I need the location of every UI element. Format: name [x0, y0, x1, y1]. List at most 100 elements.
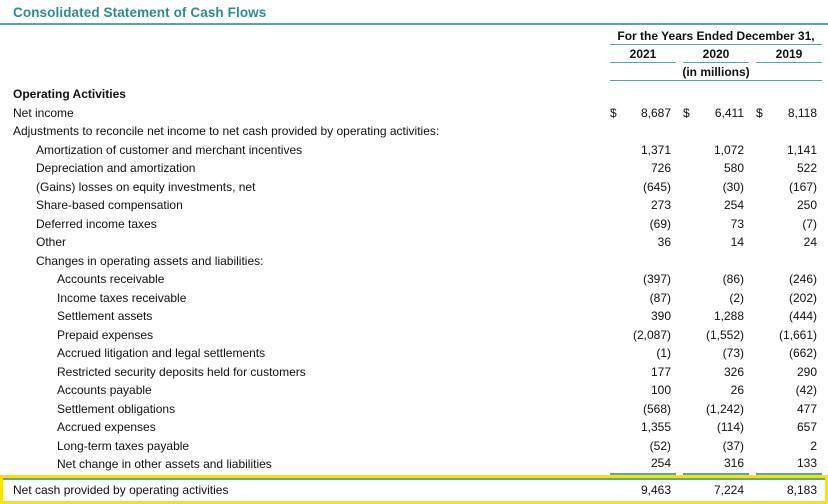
value-cell: (1,242): [683, 400, 749, 419]
value-cell: [756, 122, 822, 141]
cell-value: 580: [723, 161, 744, 176]
table-header: For the Years Ended December 31, 2021 20…: [610, 27, 822, 81]
value-cell: 14: [683, 233, 749, 252]
value-cell: (246): [756, 270, 822, 289]
value-cell: (1,661): [756, 326, 822, 345]
value-cell: $8,118: [756, 104, 822, 123]
cell-value: 1,355: [640, 420, 671, 435]
cell-value: 2: [810, 438, 817, 453]
cell-value: 477: [796, 401, 817, 416]
value-cell: [610, 85, 676, 104]
period-header: For the Years Ended December 31,: [610, 27, 822, 45]
value-cell: (7): [756, 215, 822, 234]
value-cell: 1,355: [610, 418, 676, 437]
cell-value: 390: [650, 309, 671, 324]
row-label: Amortization of customer and merchant in…: [36, 142, 303, 157]
cell-value: 26: [730, 383, 744, 398]
row-label: Depreciation and amortization: [36, 161, 196, 176]
cell-value: 726: [650, 161, 671, 176]
value-cell: (397): [610, 270, 676, 289]
cell-value: 14: [730, 235, 744, 250]
value-cell: 290: [756, 363, 822, 382]
cell-value: (568): [642, 401, 671, 416]
value-cell: (87): [610, 289, 676, 308]
cell-value: 7,224: [713, 483, 744, 497]
row-label: Settlement assets: [57, 309, 153, 324]
cell-value: 36: [657, 235, 671, 250]
table-row: Long-term taxes payable (52) (37) 2: [0, 437, 828, 456]
value-cell: [683, 252, 749, 271]
cell-value: 9,463: [640, 483, 671, 497]
value-cell: (30): [683, 178, 749, 197]
table-row: Restricted security deposits held for cu…: [0, 363, 828, 382]
currency-symbol: $: [683, 105, 690, 120]
cell-value: 250: [796, 198, 817, 213]
value-cell: $8,687: [610, 104, 676, 123]
value-cell: 254: [610, 454, 676, 475]
value-cell: 250: [756, 196, 822, 215]
cell-value: (86): [722, 272, 744, 287]
table-row: Changes in operating assets and liabilit…: [0, 252, 828, 271]
value-cell: 1,288: [683, 307, 749, 326]
value-cell: [683, 85, 749, 104]
value-cell: 326: [683, 363, 749, 382]
table-row: Settlement obligations (568) (1,242) 477: [0, 400, 828, 419]
cell-value: (645): [642, 179, 671, 194]
cell-value: 8,183: [786, 483, 817, 497]
row-label: Deferred income taxes: [36, 216, 157, 231]
value-cell: 133: [756, 454, 822, 475]
cell-value: 73: [730, 216, 744, 231]
table-row: Accrued expenses 1,355 (114) 657: [0, 418, 828, 437]
row-label: Accounts receivable: [57, 272, 165, 287]
value-cell: (568): [610, 400, 676, 419]
value-cell: 273: [610, 196, 676, 215]
row-label: Changes in operating assets and liabilit…: [36, 253, 264, 268]
row-label: Income taxes receivable: [57, 290, 187, 305]
value-cell: (645): [610, 178, 676, 197]
cell-value: (52): [649, 438, 671, 453]
total-row: Net cash provided by operating activitie…: [3, 477, 825, 501]
value-cell: 580: [683, 159, 749, 178]
page-title: Consolidated Statement of Cash Flows: [13, 5, 267, 20]
currency-symbol: $: [756, 105, 763, 120]
cell-value: (42): [795, 383, 817, 398]
row-label: Accrued litigation and legal settlements: [57, 346, 266, 361]
cell-value: (1,242): [705, 401, 744, 416]
table-row: Income taxes receivable (87) (2) (202): [0, 289, 828, 308]
value-cell: (86): [683, 270, 749, 289]
value-cell: (114): [683, 418, 749, 437]
value-cell: 316: [683, 454, 749, 475]
cell-value: (1,552): [705, 327, 744, 342]
row-label: Net change in other assets and liabiliti…: [57, 457, 272, 472]
cell-value: 1,371: [640, 142, 671, 157]
cell-value: (73): [722, 346, 744, 361]
cell-value: 1,288: [713, 309, 744, 324]
title-underline: [0, 23, 828, 25]
cell-value: 316: [723, 456, 744, 471]
cell-value: 6,411: [714, 105, 744, 120]
cell-value: (397): [642, 272, 671, 287]
cell-value: (7): [802, 216, 817, 231]
cell-value: (167): [788, 179, 817, 194]
row-label: Accounts payable: [57, 383, 152, 398]
cell-value: 133: [796, 456, 817, 471]
cell-value: (114): [716, 420, 744, 435]
row-label: Operating Activities: [13, 87, 126, 102]
cell-value: 1,072: [713, 142, 744, 157]
value-cell: [756, 85, 822, 104]
table-body: Operating Activities Net income $8,687 $6,4…: [0, 85, 828, 504]
value-cell: 177: [610, 363, 676, 382]
value-cell: (662): [756, 344, 822, 363]
table-row: Other 36 14 24: [0, 233, 828, 252]
row-label: Accrued expenses: [57, 420, 156, 435]
cell-value: 8,118: [787, 105, 817, 120]
value-cell: 1,371: [610, 141, 676, 160]
highlight-box: Net cash provided by operating activitie…: [0, 474, 828, 504]
cell-value: 657: [796, 420, 817, 435]
year-column-2020: 2020: [683, 45, 749, 63]
value-cell: 390: [610, 307, 676, 326]
table-row: Net change in other assets and liabiliti…: [0, 454, 828, 475]
table-row: Share-based compensation 273 254 250: [0, 196, 828, 215]
cell-value: (30): [722, 179, 744, 194]
row-label: Other: [36, 235, 67, 250]
